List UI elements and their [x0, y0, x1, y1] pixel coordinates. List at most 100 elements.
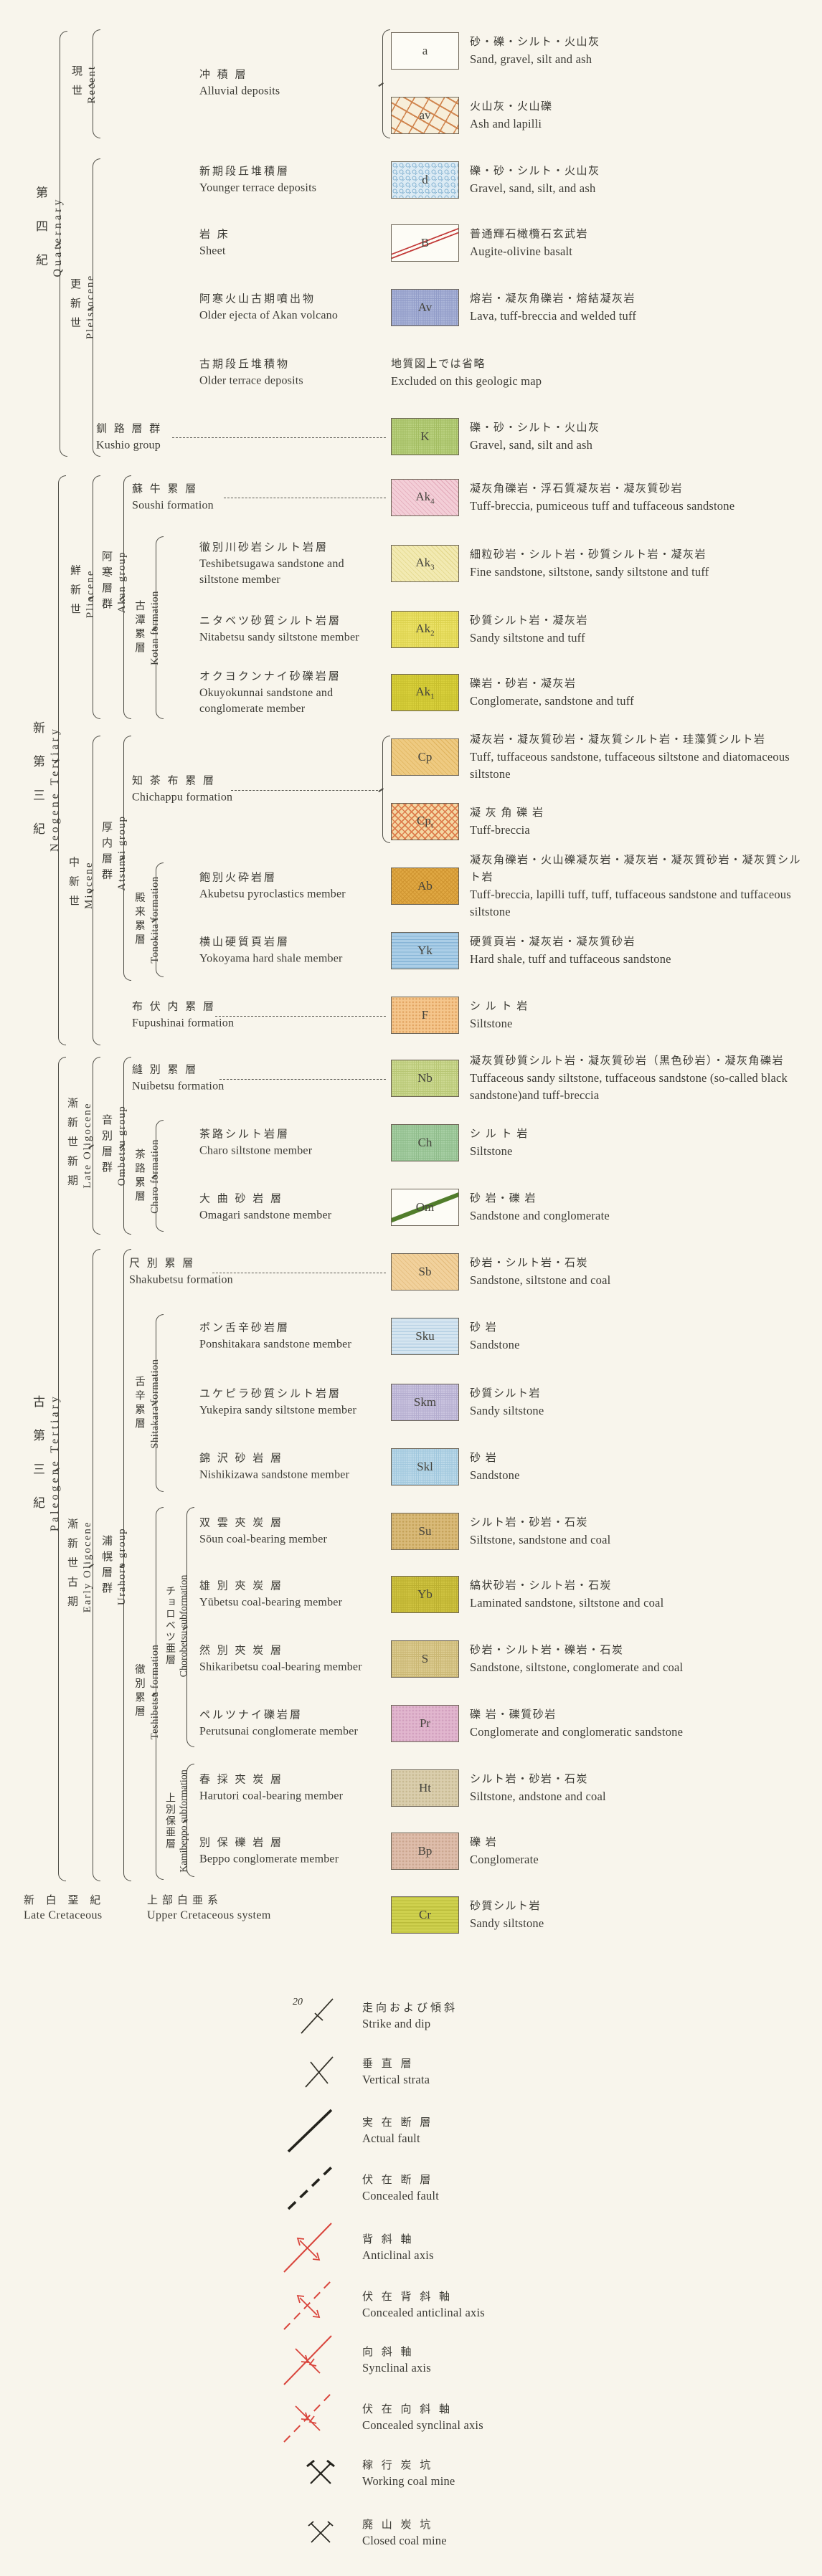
- unit-description-sheet: 普通輝石橄欖石玄武岩 Augite-olivine basalt: [470, 226, 813, 260]
- unit-name-jp: 尺 別 累 層: [129, 1258, 196, 1270]
- map-symbol-jp: 向 斜 軸: [362, 2347, 415, 2358]
- unit-name-jp: ポン舌辛砂岩層: [199, 1322, 290, 1334]
- tree-label-jp: チョロベツ亜層: [164, 1586, 175, 1666]
- unit-description-chichappu-cp: 凝灰岩・凝灰質砂岩・凝灰質シルト岩・珪藻質シルト岩 Tuff, tuffaceou…: [470, 731, 813, 783]
- tree-label-chorobetsu-subfm: チョロベツ亜層 Chorobetsu subformation: [162, 1575, 190, 1678]
- tree-label-charo-fm: 茶路累層 Charo formation: [132, 1139, 161, 1214]
- unit-description-omagari: 砂 岩・礫 岩 Sandstone and conglomerate: [470, 1190, 813, 1225]
- unit-symbol: d: [422, 173, 428, 186]
- unit-symbol: Ak1: [415, 684, 435, 701]
- unit-swatch-younger-terrace: d: [391, 161, 459, 199]
- unit-name-alluvial-a: 冲 積 層 Alluvial deposits: [199, 67, 380, 100]
- unit-name-jp: 知 茶 布 累 層: [132, 775, 217, 787]
- map-symbol-concealed-synclinal-axis-icon: [278, 2387, 339, 2451]
- unit-name-sheet: 岩 床 Sheet: [199, 227, 380, 260]
- unit-name-soun: 双 雲 夾 炭 層 Sōun coal-bearing member: [199, 1516, 380, 1548]
- tree-label-en: Late Cretaceous: [24, 1909, 103, 1922]
- map-symbol-en: Synclinal axis: [362, 2360, 431, 2375]
- unit-swatch-perutsunai: Pr: [391, 1705, 459, 1742]
- tree-label-kamibeppo-subfm: 上別保亜層 Kamibeppo subformation: [162, 1769, 190, 1872]
- unit-name-en: Shakubetsu formation: [129, 1273, 233, 1286]
- unit-name-en: Sheet: [199, 244, 226, 257]
- unit-symbol: Ak2: [415, 621, 435, 638]
- unit-desc-jp: 砂岩・シルト岩・石炭: [470, 1258, 589, 1270]
- map-symbol-en: Closed coal mine: [362, 2533, 447, 2547]
- unit-description-alluvial-av: 火山灰・火山礫 Ash and lapilli: [470, 98, 813, 133]
- unit-description-chichappu-cpt: 凝 灰 角 礫 岩 Tuff-breccia: [470, 804, 813, 839]
- unit-name-jp: ニタベツ砂質シルト岩層: [199, 615, 342, 627]
- map-symbol-jp: 稼 行 炭 坑: [362, 2460, 434, 2471]
- tree-label-upper-cretaceous: 上部白亜系 Upper Cretaceous system: [147, 1893, 271, 1922]
- map-symbol-en: Concealed fault: [362, 2188, 439, 2202]
- unit-name-en: Fupushinai formation: [132, 1017, 235, 1030]
- unit-swatch-okuyokunnai: Ak1: [391, 674, 459, 711]
- tree-label-jp: 新 白 堊 紀: [24, 1895, 105, 1906]
- unit-name-en: Alluvial deposits: [199, 85, 280, 98]
- unit-desc-en: Conglomerate and conglomeratic sandstone: [470, 1725, 684, 1739]
- map-symbol-label-concealed-synclinal-axis: 伏 在 向 斜 軸 Concealed synclinal axis: [362, 2402, 483, 2433]
- map-symbol-anticlinal-axis-icon: [278, 2218, 339, 2281]
- unit-symbol: B: [420, 236, 430, 249]
- map-symbol-strike-dip-icon: 20: [290, 1993, 341, 2043]
- unit-symbol: Yk: [417, 944, 433, 957]
- unit-symbol: K: [420, 429, 430, 443]
- map-symbol-en: Concealed anticlinal axis: [362, 2305, 485, 2319]
- unit-desc-jp: 凝灰角礫岩・浮石質凝灰岩・凝灰質砂岩: [470, 483, 684, 495]
- unit-swatch-chichappu-cp: Cp: [391, 738, 459, 776]
- map-symbol-en: Anticlinal axis: [362, 2248, 434, 2262]
- unit-desc-jp: 硬質頁岩・凝灰岩・凝灰質砂岩: [470, 936, 636, 949]
- unit-symbol: Pr: [419, 1716, 431, 1730]
- unit-symbol: F: [421, 1008, 429, 1022]
- tree-label-en: Early Oligocene: [82, 1521, 93, 1612]
- map-symbol-label-working-coal-mine: 稼 行 炭 坑 Working coal mine: [362, 2458, 455, 2489]
- unit-swatch-yukepira: Skm: [391, 1384, 459, 1421]
- unit-name-en: Nitabetsu sandy siltstone member: [199, 631, 359, 644]
- svg-text:20: 20: [293, 1997, 303, 2007]
- unit-symbol: av: [419, 108, 431, 122]
- unit-description-cretaceous: 砂質シルト岩 Sandy siltstone: [470, 1898, 813, 1932]
- tree-label-late-cretaceous: 新 白 堊 紀 Late Cretaceous: [24, 1893, 105, 1922]
- unit-symbol: Ak4: [415, 489, 435, 506]
- unit-name-nuibetsu: 縫 別 累 層 Nuibetsu formation: [132, 1063, 313, 1095]
- unit-name-nishikizawa: 錦 沢 砂 岩 層 Nishikizawa sandstone member: [199, 1451, 380, 1483]
- unit-name-jp: 雄 別 夾 炭 層: [199, 1580, 284, 1592]
- unit-symbol: S: [421, 1652, 429, 1665]
- tree-label-en: Akan group: [116, 551, 128, 614]
- unit-desc-en: Sandstone: [470, 1468, 520, 1483]
- unit-description-older-terrace: 地質図上では省略 Excluded on this geologic map: [391, 356, 734, 390]
- unit-desc-en: Sandstone, siltstone and coal: [470, 1273, 611, 1288]
- unit-description-nuibetsu: 凝灰質砂質シルト岩・凝灰質砂岩（黒色砂岩）・凝灰角礫岩 Tuffaceous sa…: [470, 1052, 813, 1104]
- unit-desc-en: Siltstone: [470, 1144, 513, 1159]
- unit-description-ponshitakara: 砂 岩 Sandstone: [470, 1319, 813, 1354]
- unit-description-okuyokunnai: 礫岩・砂岩・凝灰岩 Conglomerate, sandstone and tuf…: [470, 675, 813, 710]
- unit-name-jp: 横山硬質頁岩層: [199, 936, 290, 949]
- unit-name-fupushinai: 布 伏 内 累 層 Fupushinai formation: [132, 999, 313, 1032]
- tree-label-en: Teshibetsu formation: [149, 1644, 161, 1740]
- unit-name-en: Soushi formation: [132, 499, 214, 512]
- tree-label-en: Kamibeppo subformation: [179, 1769, 189, 1873]
- unit-desc-en: Tuff-breccia: [470, 823, 530, 837]
- tree-label-tonokita-fm: 殿来累層 Tonokita formation: [132, 876, 161, 963]
- map-symbol-concealed-fault-icon: [281, 2162, 340, 2218]
- unit-name-akan-ejecta: 阿寒火山古期噴出物 Older ejecta of Akan volcano: [199, 292, 380, 324]
- tree-label-akan-group: 阿寒層群 Akan group: [99, 551, 128, 614]
- map-symbol-label-actual-fault: 実 在 断 層 Actual fault: [362, 2115, 433, 2146]
- tree-label-neogene: 新第三紀 Neogene Tertiary: [29, 721, 62, 856]
- tree-label-miocene: 中新世 Miocene: [66, 857, 95, 915]
- unit-swatch-omagari: Om: [391, 1189, 459, 1226]
- tree-label-en: Ombetsu group: [116, 1105, 128, 1187]
- tree-label-shitakara-fm: 舌辛累層 Shitakara formation: [132, 1359, 161, 1448]
- unit-name-okuyokunnai: オクヨクンナイ砂礫岩層 Okuyokunnai sandstone and con…: [199, 669, 380, 716]
- map-symbol-en: Actual fault: [362, 2131, 420, 2145]
- map-symbol-label-synclinal-axis: 向 斜 軸 Synclinal axis: [362, 2344, 431, 2375]
- unit-symbol: Skl: [417, 1460, 433, 1473]
- unit-swatch-kushio: K: [391, 418, 459, 455]
- unit-description-beppo: 礫 岩 Conglomerate: [470, 1834, 813, 1868]
- unit-description-harutori: シルト岩・砂岩・石炭 Siltstone, andstone and coal: [470, 1771, 813, 1805]
- unit-name-shikaribetsu: 然 別 夾 炭 層 Shikaribetsu coal-bearing membe…: [199, 1643, 380, 1676]
- unit-name-jp: 飽別火砕岩層: [199, 872, 278, 884]
- unit-symbol: Cpt: [417, 813, 433, 830]
- unit-name-en: Perutsunai conglomerate member: [199, 1725, 359, 1738]
- tree-label-ombetsu-group: 音別層群 Ombetsu group: [99, 1106, 128, 1186]
- unit-swatch-soun: Su: [391, 1513, 459, 1550]
